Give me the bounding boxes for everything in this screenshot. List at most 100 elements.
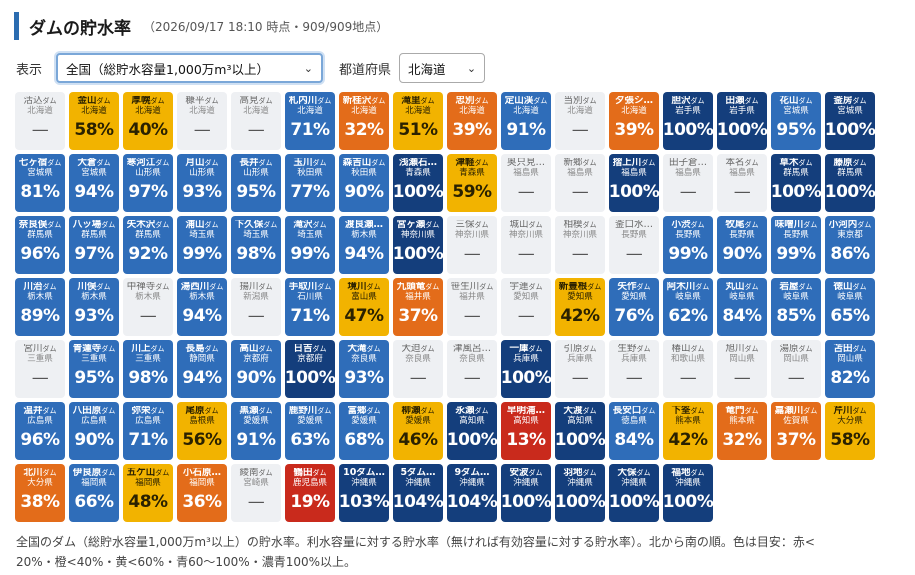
dam-tile[interactable]: 揚川ダム 新潟県 — xyxy=(231,278,281,336)
dam-tile[interactable]: 早明浦… 高知県 13% xyxy=(501,402,551,460)
dam-tile[interactable]: 5ダム… 沖縄県 104% xyxy=(393,464,443,522)
dam-tile[interactable]: 田子倉… 福島県 — xyxy=(663,154,713,212)
dam-tile[interactable]: 竜門ダム 熊本県 32% xyxy=(717,402,767,460)
dam-tile[interactable]: 矢木沢ダム 群馬県 92% xyxy=(123,216,173,274)
dam-tile[interactable]: 相模ダム 神奈川県 — xyxy=(555,216,605,274)
dam-tile[interactable]: 寒河江ダム 山形県 97% xyxy=(123,154,173,212)
dam-tile[interactable]: 小河内ダム 東京都 86% xyxy=(825,216,875,274)
dam-tile[interactable]: 大保ダム 沖縄県 100% xyxy=(609,464,659,522)
dam-tile[interactable]: 矢作ダム 愛知県 76% xyxy=(609,278,659,336)
dam-tile[interactable]: 九頭竜ダム 福井県 37% xyxy=(393,278,443,336)
dam-tile[interactable]: 高見ダム 北海道 — xyxy=(231,92,281,150)
dam-tile[interactable]: 湯原ダム 岡山県 — xyxy=(771,340,821,398)
dam-tile[interactable]: 大渡ダム 高知県 100% xyxy=(555,402,605,460)
dam-tile[interactable]: 川治ダム 栃木県 89% xyxy=(15,278,65,336)
dam-tile[interactable]: 苫田ダム 岡山県 82% xyxy=(825,340,875,398)
dam-tile[interactable]: 摺上川ダム 福島県 100% xyxy=(609,154,659,212)
dam-tile[interactable]: 札内川ダム 北海道 71% xyxy=(285,92,335,150)
dam-tile[interactable]: 福地ダム 沖縄県 100% xyxy=(663,464,713,522)
dam-tile[interactable]: 川俣ダム 栃木県 93% xyxy=(69,278,119,336)
dam-tile[interactable]: 青蓮寺ダム 三重県 95% xyxy=(69,340,119,398)
dam-tile[interactable]: 9ダム… 沖縄県 104% xyxy=(447,464,497,522)
dam-tile[interactable]: 黒瀬ダム 愛媛県 91% xyxy=(231,402,281,460)
dam-tile[interactable]: 浅瀬石… 青森県 100% xyxy=(393,154,443,212)
dam-tile[interactable]: 浦山ダム 埼玉県 99% xyxy=(177,216,227,274)
dam-tile[interactable]: 七ヶ宿ダム 宮城県 81% xyxy=(15,154,65,212)
dam-tile[interactable]: 宇連ダム 愛知県 — xyxy=(501,278,551,336)
dam-tile[interactable]: 宮ヶ瀬ダム 神奈川県 100% xyxy=(393,216,443,274)
dam-tile[interactable]: 長島ダム 静岡県 94% xyxy=(177,340,227,398)
dam-tile[interactable]: 五ケ山ダム 福岡県 48% xyxy=(123,464,173,522)
dam-tile[interactable]: 北川ダム 大分県 38% xyxy=(15,464,65,522)
dam-tile[interactable]: 牧尾ダム 長野県 90% xyxy=(717,216,767,274)
display-select[interactable]: 全国（総貯水容量1,000万m³以上） ⌄ xyxy=(56,53,324,83)
dam-tile[interactable]: 当別ダム 北海道 — xyxy=(555,92,605,150)
dam-tile[interactable]: 永瀬ダム 高知県 100% xyxy=(447,402,497,460)
dam-tile[interactable]: 阿木川ダム 岐阜県 62% xyxy=(663,278,713,336)
dam-tile[interactable]: 丸山ダム 岐阜県 84% xyxy=(717,278,767,336)
dam-tile[interactable]: 花山ダム 宮城県 95% xyxy=(771,92,821,150)
dam-tile[interactable]: 月山ダム 山形県 93% xyxy=(177,154,227,212)
dam-tile[interactable]: 奈良俣ダム 群馬県 96% xyxy=(15,216,65,274)
dam-tile[interactable]: 鹿野川ダム 愛媛県 63% xyxy=(285,402,335,460)
dam-tile[interactable]: 長井ダム 山形県 95% xyxy=(231,154,281,212)
dam-tile[interactable]: 胆沢ダム 岩手県 100% xyxy=(663,92,713,150)
dam-tile[interactable]: 大倉ダム 宮城県 94% xyxy=(69,154,119,212)
dam-tile[interactable]: 滝沢ダム 埼玉県 99% xyxy=(285,216,335,274)
dam-tile[interactable]: 渡良瀬… 栃木県 94% xyxy=(339,216,389,274)
dam-tile[interactable]: 旭川ダム 岡山県 — xyxy=(717,340,767,398)
dam-tile[interactable]: 川上ダム 三重県 98% xyxy=(123,340,173,398)
dam-tile[interactable]: 玉川ダム 秋田県 77% xyxy=(285,154,335,212)
dam-tile[interactable]: 八ッ場ダム 群馬県 97% xyxy=(69,216,119,274)
dam-tile[interactable]: 大迫ダム 奈良県 — xyxy=(393,340,443,398)
dam-tile[interactable]: 羽地ダム 沖縄県 100% xyxy=(555,464,605,522)
dam-tile[interactable]: 弥栄ダム 広島県 71% xyxy=(123,402,173,460)
dam-tile[interactable]: 日吉ダム 京都府 100% xyxy=(285,340,335,398)
dam-tile[interactable]: 下久保ダム 埼玉県 98% xyxy=(231,216,281,274)
dam-tile[interactable]: 柳瀬ダム 愛媛県 46% xyxy=(393,402,443,460)
dam-tile[interactable]: 一庫ダム 兵庫県 100% xyxy=(501,340,551,398)
dam-tile[interactable]: 草木ダム 群馬県 100% xyxy=(771,154,821,212)
dam-tile[interactable]: 引原ダム 兵庫県 — xyxy=(555,340,605,398)
dam-tile[interactable]: 八田原ダム 広島県 90% xyxy=(69,402,119,460)
dam-tile[interactable]: 徳山ダム 岐阜県 65% xyxy=(825,278,875,336)
dam-tile[interactable]: 小渋ダム 長野県 99% xyxy=(663,216,713,274)
dam-tile[interactable]: 10ダム… 沖縄県 103% xyxy=(339,464,389,522)
dam-tile[interactable]: 厚幌ダム 北海道 40% xyxy=(123,92,173,150)
dam-tile[interactable]: 三保ダム 神奈川県 — xyxy=(447,216,497,274)
dam-tile[interactable]: 手取川ダム 石川県 71% xyxy=(285,278,335,336)
dam-tile[interactable]: 森吉山ダム 秋田県 90% xyxy=(339,154,389,212)
dam-tile[interactable]: 鶴田ダム 鹿児島県 19% xyxy=(285,464,335,522)
dam-tile[interactable]: 富郷ダム 愛媛県 68% xyxy=(339,402,389,460)
dam-tile[interactable]: 下筌ダム 熊本県 42% xyxy=(663,402,713,460)
dam-tile[interactable]: 釜房ダム 宮城県 100% xyxy=(825,92,875,150)
dam-tile[interactable]: 津軽ダム 青森県 59% xyxy=(447,154,497,212)
dam-tile[interactable]: 藤原ダム 群馬県 100% xyxy=(825,154,875,212)
dam-tile[interactable]: 新郷ダム 福島県 — xyxy=(555,154,605,212)
prefecture-select[interactable]: 北海道 ⌄ xyxy=(399,53,486,83)
dam-tile[interactable]: 湯西川ダム 栃木県 94% xyxy=(177,278,227,336)
dam-tile[interactable]: 安波ダム 沖縄県 100% xyxy=(501,464,551,522)
dam-tile[interactable]: 生野ダム 兵庫県 — xyxy=(609,340,659,398)
dam-tile[interactable]: 定山渓ダム 北海道 91% xyxy=(501,92,551,150)
dam-tile[interactable]: 岩屋ダム 岐阜県 85% xyxy=(771,278,821,336)
dam-tile[interactable]: 奥只見… 福島県 — xyxy=(501,154,551,212)
dam-tile[interactable]: 椿山ダム 和歌山県 — xyxy=(663,340,713,398)
dam-tile[interactable]: 嘉瀬川ダム 佐賀県 37% xyxy=(771,402,821,460)
dam-tile[interactable]: 芹川ダム 大分県 58% xyxy=(825,402,875,460)
dam-tile[interactable]: 金山ダム 北海道 58% xyxy=(69,92,119,150)
dam-tile[interactable]: 新桂沢ダム 北海道 32% xyxy=(339,92,389,150)
dam-tile[interactable]: 尾原ダム 島根県 56% xyxy=(177,402,227,460)
dam-tile[interactable]: 滝里ダム 北海道 51% xyxy=(393,92,443,150)
dam-tile[interactable]: 伊良原ダム 福岡県 66% xyxy=(69,464,119,522)
dam-tile[interactable]: 高山ダム 京都府 90% xyxy=(231,340,281,398)
dam-tile[interactable]: 田瀬ダム 岩手県 100% xyxy=(717,92,767,150)
dam-tile[interactable]: 活込ダム 北海道 — xyxy=(15,92,65,150)
dam-tile[interactable]: 長安口ダム 徳島県 84% xyxy=(609,402,659,460)
dam-tile[interactable]: 大滝ダム 奈良県 93% xyxy=(339,340,389,398)
dam-tile[interactable]: 津風呂… 奈良県 — xyxy=(447,340,497,398)
dam-tile[interactable]: 宮川ダム 三重県 — xyxy=(15,340,65,398)
dam-tile[interactable]: 味噌川ダム 長野県 99% xyxy=(771,216,821,274)
dam-tile[interactable]: 糠平ダム 北海道 — xyxy=(177,92,227,150)
dam-tile[interactable]: 笹生川ダム 福井県 — xyxy=(447,278,497,336)
